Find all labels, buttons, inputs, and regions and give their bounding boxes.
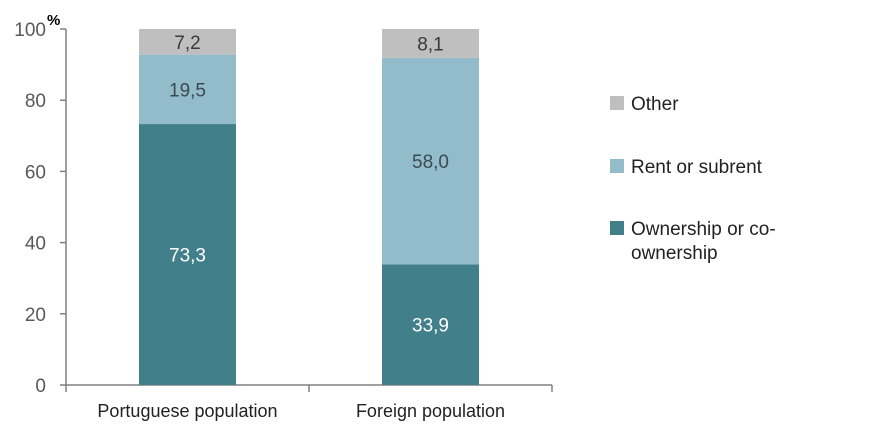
legend-swatch — [610, 96, 624, 110]
data-label: 19,5 — [169, 80, 206, 101]
legend-label: Other — [631, 94, 679, 115]
y-tick-label: 100 — [14, 20, 46, 41]
y-tick-label: 40 — [25, 234, 46, 255]
data-label: 58,0 — [412, 152, 449, 173]
bar-segment — [382, 264, 479, 385]
data-label: 73,3 — [169, 246, 206, 267]
bar-segment — [382, 29, 479, 58]
y-tick-label: 0 — [35, 376, 46, 397]
x-tick-label: Portuguese population — [97, 401, 277, 421]
legend-label: Rent or subrent — [631, 157, 763, 178]
y-tick-label: 20 — [25, 305, 46, 326]
data-label: 7,2 — [174, 33, 200, 54]
legend-label: ownership — [631, 243, 718, 264]
bar-segment — [139, 124, 236, 385]
bar-segment — [382, 57, 479, 265]
x-tick-label: Foreign population — [356, 401, 505, 421]
legend-label: Ownership or co- — [631, 219, 776, 240]
y-axis-unit: % — [47, 12, 60, 29]
y-tick-label: 80 — [25, 91, 46, 112]
bar-segment — [139, 54, 236, 125]
legend-swatch — [610, 159, 624, 173]
bar-segment — [139, 29, 236, 55]
data-label: 8,1 — [417, 34, 443, 55]
legend-swatch — [610, 221, 624, 235]
data-label: 33,9 — [412, 316, 449, 337]
y-tick-label: 60 — [25, 162, 46, 183]
